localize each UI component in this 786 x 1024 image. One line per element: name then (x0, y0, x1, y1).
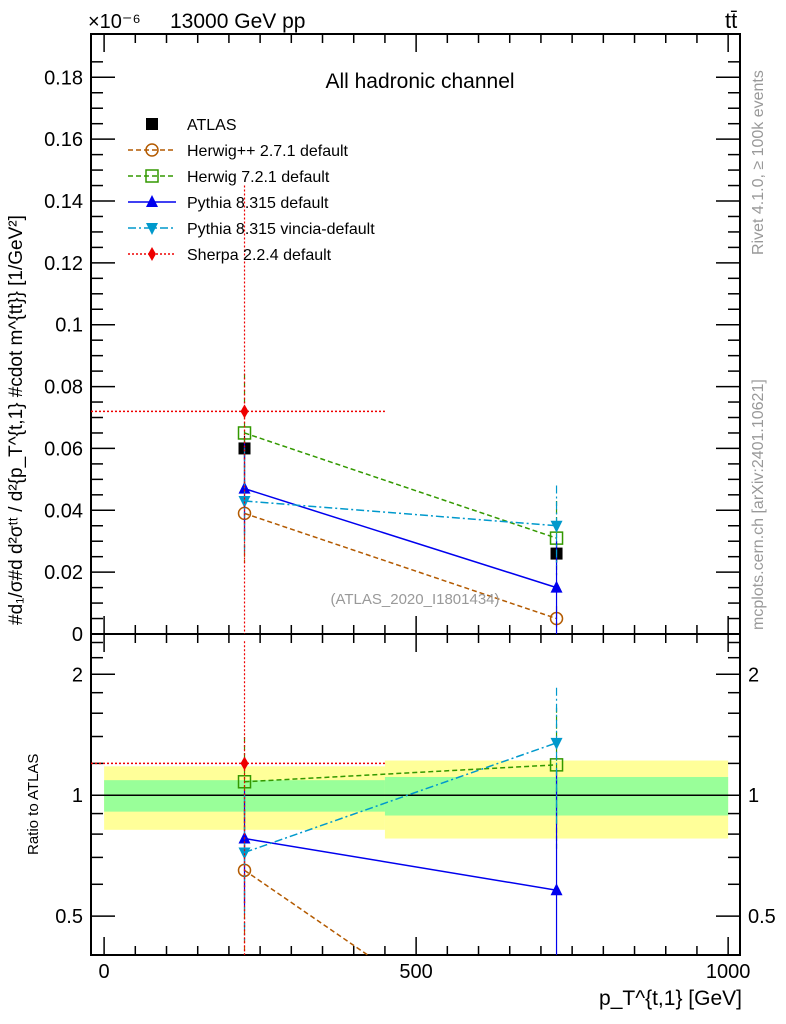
legend-item: Sherpa 2.2.4 default (128, 247, 332, 264)
legend-item: Herwig++ 2.7.1 default (128, 143, 349, 160)
marker-triangle-up (550, 883, 563, 896)
x-tick-label: 1000 (706, 961, 751, 983)
y-tick-label: 0 (72, 624, 83, 646)
analysis-label: (ATLAS_2020_I1801434) (330, 591, 499, 608)
legend-item: Herwig 7.2.1 default (128, 169, 330, 186)
rivet-label: Rivet 4.1.0, ≥ 100k events (750, 70, 767, 255)
x-tick-label: 0 (99, 961, 110, 983)
marker-diamond (148, 247, 156, 261)
y-tick-label: 0.14 (44, 191, 83, 213)
legend-label: Herwig++ 2.7.1 default (187, 143, 349, 160)
y-tick-label: 0.1 (55, 315, 83, 337)
y-tick-label: 0.16 (44, 129, 83, 151)
marker-triangle-down (146, 223, 158, 235)
legend-label: Pythia 8.315 default (187, 195, 329, 212)
ratio-line (244, 869, 369, 956)
ratio-y-tick-label: 2 (72, 664, 83, 686)
series-line (244, 512, 557, 620)
marker-triangle-down (550, 520, 563, 533)
ratio-line (244, 764, 557, 783)
series-line (244, 487, 557, 589)
ratio-y-tick-label: 0.5 (748, 906, 776, 928)
y-tick-label: 0.12 (44, 253, 83, 275)
mcplots-label: mcplots.cern.ch [arXiv:2401.10621] (750, 379, 767, 630)
y-tick-label: 0.02 (44, 562, 83, 584)
process-label: tt̄ (725, 8, 737, 33)
exponent-label: ×10⁻⁶ (88, 11, 141, 33)
x-tick-label: 500 (399, 961, 432, 983)
legend-label: Pythia 8.315 vincia-default (187, 221, 375, 238)
marker-triangle-down (550, 737, 563, 750)
marker-circle-open (145, 143, 159, 157)
y-axis-label: #d₁/σ#d d²σᵗᵗ / d²{p_T^{t,1} #cdot m^{tt… (6, 215, 27, 625)
marker-square-open (145, 169, 159, 183)
marker-diamond (240, 404, 249, 419)
energy-label: 13000 GeV pp (170, 10, 305, 33)
ratio-line (244, 742, 557, 854)
legend-item: Pythia 8.315 default (128, 195, 329, 212)
ratio-y-tick-label: 0.5 (55, 906, 83, 928)
y-tick-label: 0.04 (44, 500, 83, 522)
legend-item: Pythia 8.315 vincia-default (128, 221, 375, 238)
legend-label: ATLAS (187, 117, 237, 134)
series-line (244, 432, 557, 539)
axes: 0 0.02 0.04 0.06 0.08 0.1 0.12 0.14 0.16 0.18 0 500… (44, 33, 776, 983)
legend-label: Sherpa 2.2.4 default (187, 247, 332, 264)
y-tick-label: 0.06 (44, 438, 83, 460)
ratio-y-tick-label: 1 (748, 785, 759, 807)
ratio-y-axis-label: Ratio to ATLAS (25, 754, 42, 855)
data-marks (91, 185, 564, 956)
marker-square (146, 118, 158, 130)
legend: ATLAS Herwig++ 2.7.1 default Herwig 7.2.1 … (128, 117, 375, 264)
x-axis-label: p_T^{t,1} [GeV] (599, 987, 742, 1010)
chart-title: All hadronic channel (325, 70, 514, 93)
marker-square-open (237, 775, 252, 789)
y-tick-label: 0.18 (44, 67, 83, 89)
series-line (244, 500, 557, 527)
ratio-y-tick-label: 1 (72, 785, 83, 807)
ratio-y-tick-label: 2 (748, 664, 759, 686)
ratio-line (244, 837, 557, 891)
legend-item: ATLAS (146, 117, 237, 134)
legend-label: Herwig 7.2.1 default (187, 169, 330, 186)
y-tick-label: 0.08 (44, 377, 83, 399)
marker-triangle-up (550, 580, 563, 593)
marker-triangle-up (146, 195, 158, 207)
